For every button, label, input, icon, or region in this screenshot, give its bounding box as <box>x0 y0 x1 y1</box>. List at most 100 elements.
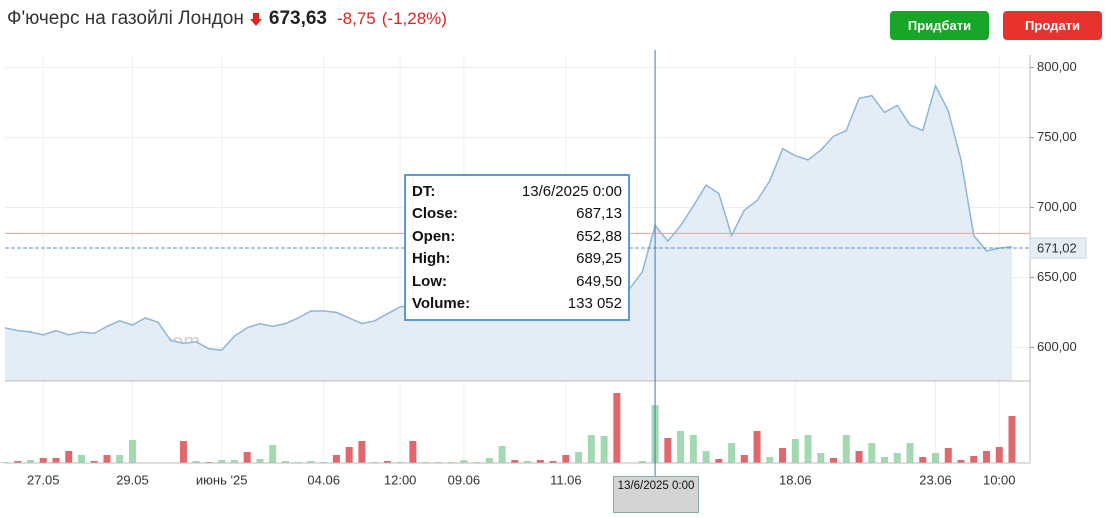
y-tick-label: 800,00 <box>1037 59 1077 74</box>
volume-bar <box>919 457 927 463</box>
tooltip-row: High: 689,25 <box>412 248 622 271</box>
volume-bar <box>358 441 366 463</box>
volume-bar <box>230 460 238 463</box>
volume-bar <box>689 435 697 463</box>
x-tick-label: 18.06 <box>779 472 812 487</box>
tooltip-row: Close: 687,13 <box>412 203 622 226</box>
volume-bar <box>103 455 111 463</box>
volume-bar <box>383 461 391 463</box>
tooltip-row: Low: 649,50 <box>412 270 622 293</box>
volume-bar <box>613 393 621 463</box>
tooltip-key: Open: <box>412 227 456 245</box>
volume-bar <box>740 455 748 463</box>
tooltip-value: 689,25 <box>576 250 622 268</box>
last-value-box <box>1029 237 1087 259</box>
change-percent: (-1,28%) <box>381 9 447 28</box>
volume-bar <box>269 445 277 463</box>
x-tick-label: 11.06 <box>550 472 582 487</box>
volume-bar <box>460 460 468 463</box>
volume-bar <box>14 461 22 463</box>
volume-bar <box>128 440 136 463</box>
y-tick-label: 700,00 <box>1037 199 1077 214</box>
tooltip-row: Volume: 133 052 <box>412 293 622 316</box>
volume-bar <box>842 435 850 463</box>
x-tick-label: 10:00 <box>983 472 1016 487</box>
x-tick-label: 27.05 <box>27 472 60 487</box>
volume-bar <box>868 443 876 463</box>
tooltip-key: Close: <box>412 205 458 223</box>
volume-bar <box>498 446 506 463</box>
volume-bar <box>906 443 914 463</box>
x-tick-label: июнь '25 <box>196 472 248 487</box>
change: -8,75 <box>337 9 376 28</box>
volume-bar <box>39 458 47 463</box>
price: 673,63 <box>268 8 327 29</box>
volume-bar <box>179 441 187 463</box>
volume-bar <box>332 455 340 463</box>
volume-bar <box>830 458 838 463</box>
tooltip-row: Open: 652,88 <box>412 225 622 248</box>
volume-bar <box>881 457 889 463</box>
volume-bar <box>932 453 940 463</box>
down-arrow <box>249 13 262 26</box>
tooltip-value: 13/6/2025 0:00 <box>521 182 622 200</box>
volume-bar <box>944 448 952 463</box>
tooltip-value: 652,88 <box>576 227 622 245</box>
volume-bar <box>549 461 557 463</box>
price-area <box>5 85 1012 382</box>
tooltip-key: Low: <box>412 272 447 290</box>
volume-bar <box>804 435 812 463</box>
volume-bar <box>65 451 73 463</box>
volume-bar <box>90 461 98 463</box>
tooltip-row: DT: 13/6/2025 0:00 <box>412 180 622 203</box>
volume-bar <box>677 431 685 463</box>
tooltip-key: DT: <box>412 182 436 200</box>
volume-bar <box>77 455 85 463</box>
header: Ф'ючерс на газойлі Лондон 673,63 -8,75 (… <box>7 8 447 30</box>
volume-bar <box>281 461 289 463</box>
volume-bar <box>995 447 1003 463</box>
volume-bar <box>638 461 646 463</box>
volume-bar <box>753 431 761 463</box>
volume-bar <box>715 459 723 463</box>
x-tick-label: 12:00 <box>384 472 417 487</box>
tooltip-key: Volume: <box>412 295 471 313</box>
volume-bar <box>409 441 417 463</box>
tooltip-value: 687,13 <box>576 205 622 223</box>
volume-bar <box>1008 416 1016 463</box>
volume-bar <box>600 436 608 463</box>
crosshair-date: 13/6/2025 0:00 <box>613 476 699 513</box>
volume-bar <box>536 460 544 463</box>
volume-bar <box>575 452 583 463</box>
volume-bar <box>702 451 710 463</box>
volume-bar <box>562 455 570 463</box>
volume-bar <box>983 451 991 463</box>
x-tick-label: 29.05 <box>116 472 149 487</box>
volume-bar <box>485 458 493 463</box>
buy-button[interactable]: Придбати <box>890 11 989 40</box>
volume-bar <box>26 460 34 463</box>
instrument-title: Ф'ючерс на газойлі Лондон <box>7 8 244 29</box>
volume-bar <box>52 458 60 463</box>
volume-bar <box>855 451 863 463</box>
volume-bar <box>817 453 825 463</box>
volume-bar <box>243 452 251 463</box>
tooltip-value: 649,50 <box>576 272 622 290</box>
volume-bar <box>218 460 226 463</box>
volume-bar <box>307 461 315 463</box>
y-tick-label: 650,00 <box>1037 269 1077 284</box>
sell-button[interactable]: Продати <box>1003 11 1102 40</box>
tooltip: DT: 13/6/2025 0:00 Close: 687,13 Open: 652,88… <box>404 174 630 321</box>
volume-bar <box>970 456 978 463</box>
y-tick-label: 600,00 <box>1037 339 1077 354</box>
volume-bar <box>345 447 353 463</box>
volume-bar <box>116 455 124 463</box>
x-tick-label: 04.06 <box>307 472 340 487</box>
volume-bar <box>511 460 519 463</box>
x-tick-label: 09.06 <box>448 472 481 487</box>
y-tick-label: 750,00 <box>1037 129 1077 144</box>
volume-bar <box>728 443 736 463</box>
volume-bar <box>664 438 672 463</box>
volume-bar <box>957 460 965 463</box>
